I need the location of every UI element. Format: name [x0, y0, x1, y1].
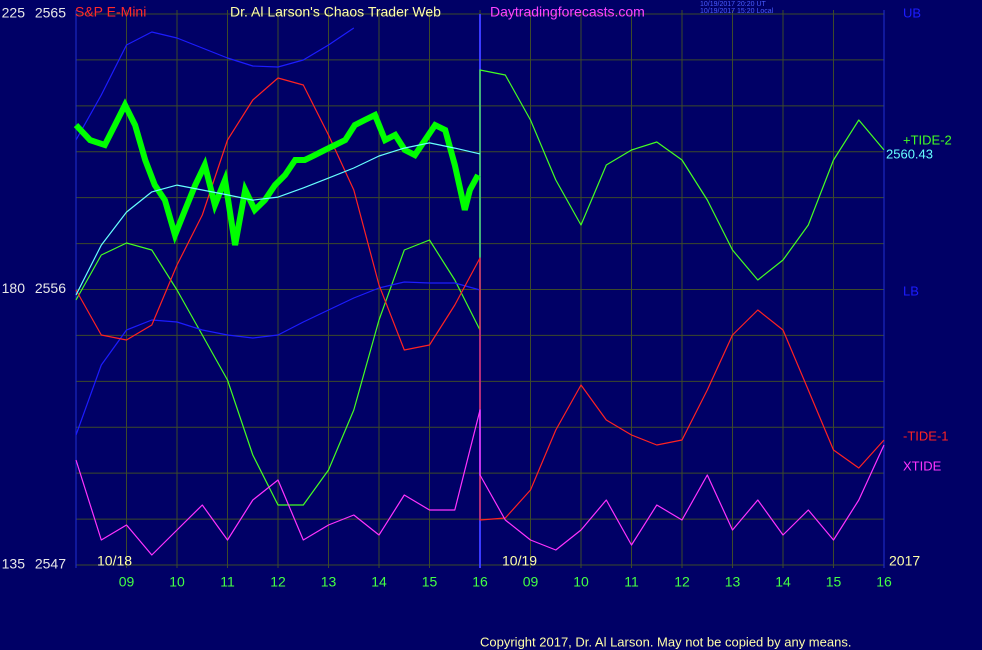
x-tick-label: 15 — [422, 574, 438, 590]
x-tick-label: 12 — [270, 574, 286, 590]
x-tick-label: 15 — [826, 574, 842, 590]
copyright: Copyright 2017, Dr. Al Larson. May not b… — [480, 634, 851, 649]
site-url: Daytradingforecasts.com — [490, 4, 645, 20]
series-label: -TIDE-1 — [903, 428, 949, 443]
x-tick-label: 11 — [220, 574, 235, 590]
y-tick-label: 135 — [2, 556, 26, 572]
series-line — [75, 27, 355, 141]
site-title: Dr. Al Larson's Chaos Trader Web — [230, 4, 441, 20]
y-tick-label: 180 — [2, 280, 26, 296]
x-tick-label: 14 — [775, 574, 791, 590]
series-label: +TIDE-2 — [903, 132, 952, 147]
y2-tick-label: 2565 — [35, 5, 66, 21]
year-label: 2017 — [889, 553, 920, 569]
x-tick-label: 13 — [321, 574, 337, 590]
x-tick-label: 11 — [624, 574, 639, 590]
x-tick-label: 16 — [472, 574, 488, 590]
series-label: XTIDE — [903, 458, 942, 473]
series-line — [75, 77, 885, 521]
timestamp-ut: 10/19/2017 20:20 UT — [700, 1, 766, 8]
series-line — [75, 142, 481, 296]
instrument: S&P E-Mini — [75, 4, 146, 20]
last-value-label: 2560.43 — [886, 146, 933, 161]
series-line — [75, 409, 885, 556]
x-tick-label: 16 — [876, 574, 892, 590]
x-tick-label: 12 — [674, 574, 690, 590]
x-tick-label: 10 — [169, 574, 185, 590]
day-label: 10/18 — [97, 553, 132, 569]
x-tick-label: 10 — [573, 574, 589, 590]
y2-tick-label: 2547 — [35, 556, 66, 572]
series-line — [75, 69, 885, 506]
timestamp-local: 10/19/2017 15:20 Local — [700, 8, 774, 15]
series-label: LB — [903, 283, 919, 298]
y2-tick-label: 2556 — [35, 280, 66, 296]
series-line — [75, 281, 481, 436]
day-label: 10/19 — [502, 553, 537, 569]
price-line — [73, 98, 481, 246]
x-tick-label: 09 — [523, 574, 539, 590]
x-tick-label: 09 — [119, 574, 135, 590]
x-tick-label: 13 — [725, 574, 741, 590]
x-tick-label: 14 — [371, 574, 387, 590]
series-label: UB — [903, 5, 921, 20]
y-tick-label: 225 — [2, 5, 26, 21]
